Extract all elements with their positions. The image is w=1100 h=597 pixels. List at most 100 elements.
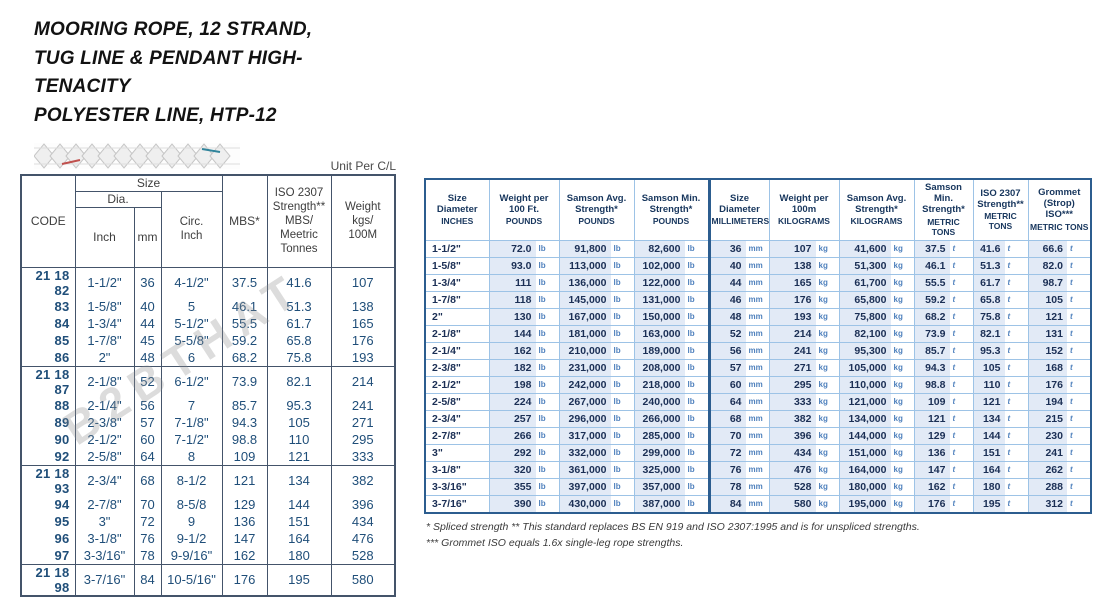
- cell-iso: 82.1: [266, 365, 332, 397]
- cell-mm: 44: [133, 314, 162, 332]
- value-number: 240,000: [634, 393, 685, 410]
- cell-value: 189,000 lb: [633, 341, 710, 360]
- value-number: 122,000: [634, 274, 685, 291]
- value-number: 387,000: [634, 495, 685, 512]
- value-unit: lb: [684, 410, 708, 427]
- value-number: 46: [710, 291, 746, 308]
- value-unit: kg: [815, 478, 839, 495]
- cell-iso: 121: [266, 447, 332, 465]
- column-header: Samson Min. Strength* POUNDS: [633, 178, 710, 241]
- value-unit: t: [1004, 308, 1028, 325]
- value-unit: t: [1004, 444, 1028, 461]
- value-unit: mm: [745, 274, 769, 291]
- cell-size-inches: 2-1/2": [424, 375, 490, 394]
- column-header: Weight per 100 Ft. POUNDS: [488, 178, 560, 241]
- cell-value: 332,000 lb: [558, 443, 635, 462]
- value-number: 189,000: [634, 342, 685, 359]
- col-header-size: Size: [74, 174, 223, 192]
- value-unit: lb: [684, 308, 708, 325]
- value-number: 355: [489, 478, 536, 495]
- value-unit: kg: [815, 240, 839, 257]
- cell-size-inches: 1-7/8": [424, 290, 490, 309]
- value-number: 110,000: [839, 376, 891, 393]
- column-unit: KILOGRAMS: [850, 216, 903, 226]
- cell-value: 317,000 lb: [558, 426, 635, 445]
- value-number: 82,100: [839, 325, 891, 342]
- value-number: 144: [489, 325, 536, 342]
- value-number: 121,000: [839, 393, 891, 410]
- value-number: 75,800: [839, 308, 891, 325]
- value-unit: lb: [535, 427, 559, 444]
- value-number: 56: [710, 342, 746, 359]
- cell-inch: 1-7/8": [74, 331, 135, 349]
- cell-value: 61,700 kg: [838, 273, 915, 292]
- cell-wt: 271: [330, 413, 396, 431]
- value-number: 109: [914, 393, 950, 410]
- value-unit: lb: [610, 376, 634, 393]
- cell-value: 162 lb: [488, 341, 560, 360]
- value-unit: lb: [684, 461, 708, 478]
- cell-value: 333 kg: [768, 392, 840, 411]
- cell-mbs: 73.9: [221, 365, 268, 397]
- cell-value: 65.8 t: [972, 290, 1029, 309]
- cell-value: 151 t: [972, 443, 1029, 462]
- cell-value: 82.1 t: [972, 324, 1029, 343]
- value-unit: mm: [745, 240, 769, 257]
- cell-wt: 241: [330, 396, 396, 414]
- value-unit: kg: [815, 461, 839, 478]
- value-number: 102,000: [634, 257, 685, 274]
- cell-value: 218,000 lb: [633, 375, 710, 394]
- cell-code: 97: [20, 546, 76, 564]
- spec-row: 2-7/8" 266 lb 317,000 lb 285,000 lb 70 mm 396 kg 14…: [424, 426, 1092, 445]
- value-unit: t: [1004, 427, 1028, 444]
- value-unit: lb: [684, 376, 708, 393]
- cell-mbs: 68.2: [221, 348, 268, 366]
- cell-circ: 8-1/2: [160, 464, 223, 496]
- value-number: 61,700: [839, 274, 891, 291]
- cell-circ: 9-9/16": [160, 546, 223, 564]
- value-number: 59.2: [914, 291, 950, 308]
- spec-row: 97 3-3/16" 78 9-9/16" 162 180 528: [20, 546, 396, 564]
- value-number: 325,000: [634, 461, 685, 478]
- cell-circ: 7-1/8": [160, 413, 223, 431]
- value-unit: t: [1067, 359, 1090, 376]
- cell-value: 41,600 kg: [838, 239, 915, 258]
- value-number: 82.1: [973, 325, 1005, 342]
- value-unit: lb: [610, 410, 634, 427]
- value-number: 242,000: [559, 376, 611, 393]
- value-unit: mm: [745, 325, 769, 342]
- column-header: Grommet (Strop) ISO*** METRIC TONS: [1027, 178, 1092, 241]
- cell-mbs: 94.3: [221, 413, 268, 431]
- value-unit: t: [949, 342, 973, 359]
- cell-value: 95,300 kg: [838, 341, 915, 360]
- cell-value: 98.8 t: [913, 375, 974, 394]
- cell-value: 111 lb: [488, 273, 560, 292]
- footnote-2: *** Grommet ISO equals 1.6x single-leg r…: [426, 536, 684, 549]
- cell-value: 231,000 lb: [558, 358, 635, 377]
- value-unit: lb: [684, 342, 708, 359]
- cell-mm: 57: [133, 413, 162, 431]
- value-number: 95,300: [839, 342, 891, 359]
- value-unit: lb: [610, 495, 634, 512]
- cell-value: 121 t: [913, 409, 974, 428]
- spec-row: 2-3/4" 257 lb 296,000 lb 266,000 lb 68 mm 382 kg 13…: [424, 409, 1092, 428]
- cell-wt: 165: [330, 314, 396, 332]
- value-unit: t: [1067, 393, 1090, 410]
- value-unit: t: [1067, 410, 1090, 427]
- value-number: 430,000: [559, 495, 611, 512]
- value-number: 84: [710, 495, 746, 512]
- column-title: Size Diameter: [436, 192, 478, 215]
- value-unit: t: [1067, 308, 1090, 325]
- spec-row: 21 18 98 3-7/16" 84 10-5/16" 176 195 580: [20, 563, 396, 596]
- column-title: Samson Avg. Strength*: [566, 192, 627, 215]
- left-spec-table: CODE Size MBS* ISO 2307 Strength** MBS/ …: [20, 174, 397, 597]
- spec-row: 21 18 87 2-1/8" 52 6-1/2" 73.9 82.1 214: [20, 365, 396, 397]
- cell-inch: 3-1/8": [74, 529, 135, 547]
- value-number: 145,000: [559, 291, 611, 308]
- cell-wt: 214: [330, 365, 396, 397]
- right-spec-table: Size Diameter INCHES Weight per 100 Ft. POU…: [424, 178, 1092, 514]
- value-number: 64: [710, 393, 746, 410]
- value-unit: t: [949, 393, 973, 410]
- cell-value: 56 mm: [707, 341, 770, 360]
- col-header-code: CODE: [20, 174, 76, 268]
